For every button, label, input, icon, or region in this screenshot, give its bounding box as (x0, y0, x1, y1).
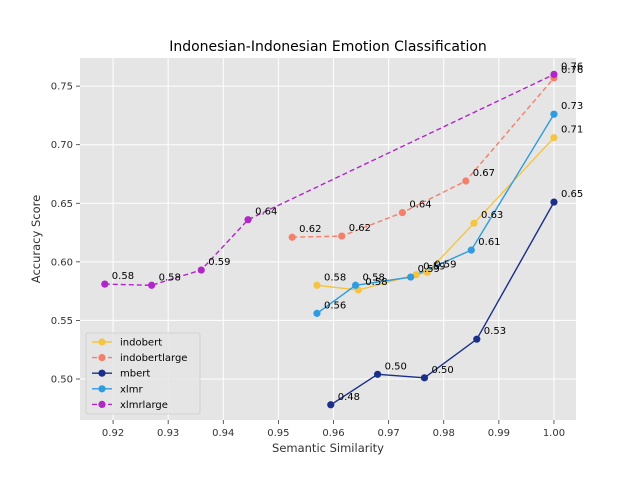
series-markers (101, 70, 558, 409)
legend-box (85, 332, 201, 415)
data-label-xlmrlarge: 0.64 (255, 207, 277, 218)
data-label-mbert: 0.53 (484, 326, 506, 337)
data-point-indobert (550, 134, 558, 142)
x-tick-label: 0.94 (212, 428, 234, 439)
data-label-indobertlarge: 0.67 (473, 168, 495, 179)
y-axis-label: Accuracy Score (29, 195, 43, 283)
x-axis-label: Semantic Similarity (272, 441, 384, 455)
data-point-xlmrlarge (148, 281, 156, 289)
data-point-xlmr (351, 281, 360, 289)
data-point-indobertlarge (288, 233, 296, 241)
data-point-xlmrlarge (244, 216, 252, 224)
data-point-xlmrlarge (197, 266, 205, 274)
data-point-indobertlarge (462, 177, 470, 185)
grid (80, 58, 576, 420)
x-tick-label: 0.95 (267, 428, 289, 439)
x-tick-label: 0.96 (322, 428, 344, 439)
x-tick-label: 0.97 (377, 428, 399, 439)
x-axis-ticks: 0.92 0.93 0.94 0.95 0.96 0.97 0.98 0.99 1.00 (102, 420, 565, 439)
data-label-indobert: 0.58 (324, 272, 346, 283)
data-point-xlmr (467, 246, 475, 254)
y-axis-ticks: 0.50 0.55 0.60 0.65 0.70 0.75 (51, 82, 80, 385)
legend-label-indobertlarge: indobertlarge (120, 353, 187, 364)
data-label-indobert: 0.59 (423, 262, 445, 273)
data-label-xlmr: 0.56 (324, 300, 346, 311)
legend-marker-mbert (98, 369, 106, 377)
legend-label-mbert: mbert (120, 369, 150, 380)
data-label-indobert: 0.59 (434, 259, 456, 270)
data-label-xlmr: 0.73 (561, 101, 583, 112)
data-label-indobertlarge: 0.62 (299, 224, 321, 235)
data-point-xlmrlarge (550, 70, 558, 79)
data-label-xlmrlarge: 0.58 (159, 272, 181, 283)
data-label-xlmrlarge: 0.59 (208, 257, 230, 268)
x-tick-label: 0.98 (433, 428, 455, 439)
data-label-xlmrlarge: 0.76 (561, 61, 583, 72)
legend-marker-indobertlarge (98, 354, 106, 362)
data-point-indobert (313, 281, 321, 289)
legend-marker-xlmr (98, 385, 106, 393)
x-tick-label: 0.92 (102, 428, 124, 439)
data-point-mbert (327, 401, 335, 409)
y-tick-label: 0.55 (51, 316, 73, 327)
data-label-xlmr: 0.59 (418, 264, 440, 275)
data-label-mbert: 0.48 (338, 392, 360, 403)
y-tick-label: 0.50 (51, 374, 73, 385)
chart-title: Indonesian-Indonesian Emotion Classifica… (169, 39, 487, 55)
data-point-indobertlarge (338, 232, 346, 240)
legend-label-indobert: indobert (120, 338, 162, 349)
y-tick-label: 0.60 (51, 257, 73, 268)
y-tick-label: 0.70 (51, 140, 73, 151)
data-label-mbert: 0.50 (385, 361, 407, 372)
legend-label-xlmr: xlmr (120, 384, 143, 395)
data-label-indobertlarge: 0.76 (561, 65, 583, 76)
data-label-xlmr: 0.61 (478, 237, 500, 248)
data-label-indobertlarge: 0.64 (409, 200, 431, 211)
data-label-indobertlarge: 0.62 (349, 223, 371, 234)
data-point-xlmrlarge (101, 280, 109, 288)
data-label-indobert: 0.71 (561, 125, 583, 136)
data-point-xlmr (313, 309, 321, 317)
legend-marker-xlmrlarge (98, 400, 106, 408)
legend: indobert indobertlarge mbert xlmr xlmrlarge (85, 332, 201, 415)
data-point-indobert (423, 268, 431, 276)
x-tick-label: 0.99 (488, 428, 510, 439)
data-label-mbert: 0.50 (431, 365, 453, 376)
data-label-mbert: 0.65 (561, 189, 583, 200)
data-point-mbert (550, 198, 558, 206)
data-point-mbert (420, 374, 429, 382)
legend-marker-indobert (98, 338, 106, 346)
data-label-xlmrlarge: 0.58 (112, 271, 134, 282)
data-point-indobert (470, 219, 478, 227)
data-point-xlmr (407, 273, 415, 281)
data-label-indobert: 0.63 (481, 210, 503, 221)
data-point-indobert (412, 271, 420, 279)
data-label-xlmr: 0.58 (363, 272, 385, 283)
data-labels: 0.58 0.580.590.590.630.710.62 0.620.640.67… (112, 61, 583, 402)
data-point-indobertlarge (398, 209, 406, 217)
y-tick-label: 0.75 (51, 82, 73, 93)
data-point-xlmr (550, 110, 558, 118)
data-point-mbert (473, 335, 481, 343)
y-tick-label: 0.65 (51, 199, 73, 210)
x-tick-label: 1.00 (543, 428, 565, 439)
series-line-indobert (316, 137, 555, 291)
data-point-mbert (374, 370, 382, 378)
x-tick-label: 0.93 (157, 428, 179, 439)
legend-label-xlmrlarge: xlmrlarge (120, 400, 168, 411)
data-label-indobert: 0.58 (365, 277, 387, 288)
